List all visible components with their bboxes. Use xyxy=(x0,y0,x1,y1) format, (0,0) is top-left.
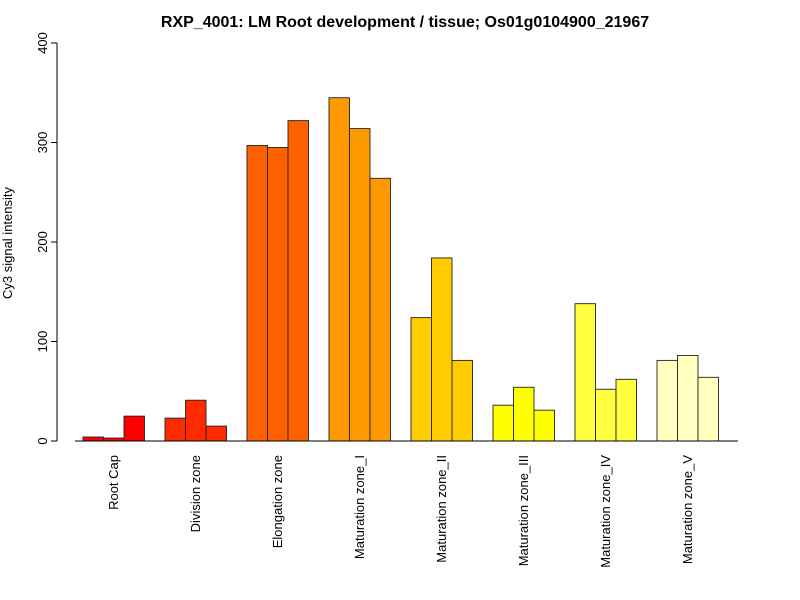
bar xyxy=(656,359,678,442)
category-label: Maturation zone_III xyxy=(516,455,531,566)
bar xyxy=(595,388,617,442)
bar xyxy=(328,97,350,442)
bar xyxy=(369,177,391,442)
bar xyxy=(431,257,453,442)
bar xyxy=(677,354,699,442)
bar xyxy=(287,120,309,442)
category-label: Maturation zone_II xyxy=(434,455,449,563)
category-label: Maturation zone_IV xyxy=(598,455,613,568)
chart-title: RXP_4001: LM Root development / tissue; … xyxy=(161,14,649,31)
y-tick-label: 0 xyxy=(35,437,50,444)
bar xyxy=(615,378,637,442)
bar xyxy=(697,376,719,442)
category-label: Root Cap xyxy=(106,455,121,510)
bar xyxy=(82,436,104,442)
category-label: Elongation zone xyxy=(270,455,285,548)
y-axis: 0 100 200 300 400 xyxy=(35,32,58,445)
y-axis-title: Cy3 signal intensity xyxy=(0,187,15,299)
category-labels: Root Cap Division zone Elongation zone Matu… xyxy=(106,455,695,568)
bar xyxy=(410,317,432,442)
bar xyxy=(451,359,473,442)
bars xyxy=(82,97,719,442)
bar xyxy=(185,399,207,442)
bar xyxy=(492,404,514,442)
bar xyxy=(205,425,227,442)
bar xyxy=(123,415,145,442)
bar xyxy=(164,417,186,442)
category-label: Maturation zone_I xyxy=(352,455,367,559)
y-tick-label: 200 xyxy=(35,231,50,253)
bar xyxy=(246,145,268,442)
category-label: Maturation zone_V xyxy=(680,455,695,564)
y-tick-label: 300 xyxy=(35,132,50,154)
bar xyxy=(574,303,596,442)
bar xyxy=(349,128,371,442)
y-tick-label: 100 xyxy=(35,331,50,353)
bar xyxy=(267,147,289,442)
category-label: Division zone xyxy=(188,455,203,532)
bar xyxy=(513,386,535,442)
bar xyxy=(533,409,555,442)
y-tick-label: 400 xyxy=(35,32,50,54)
